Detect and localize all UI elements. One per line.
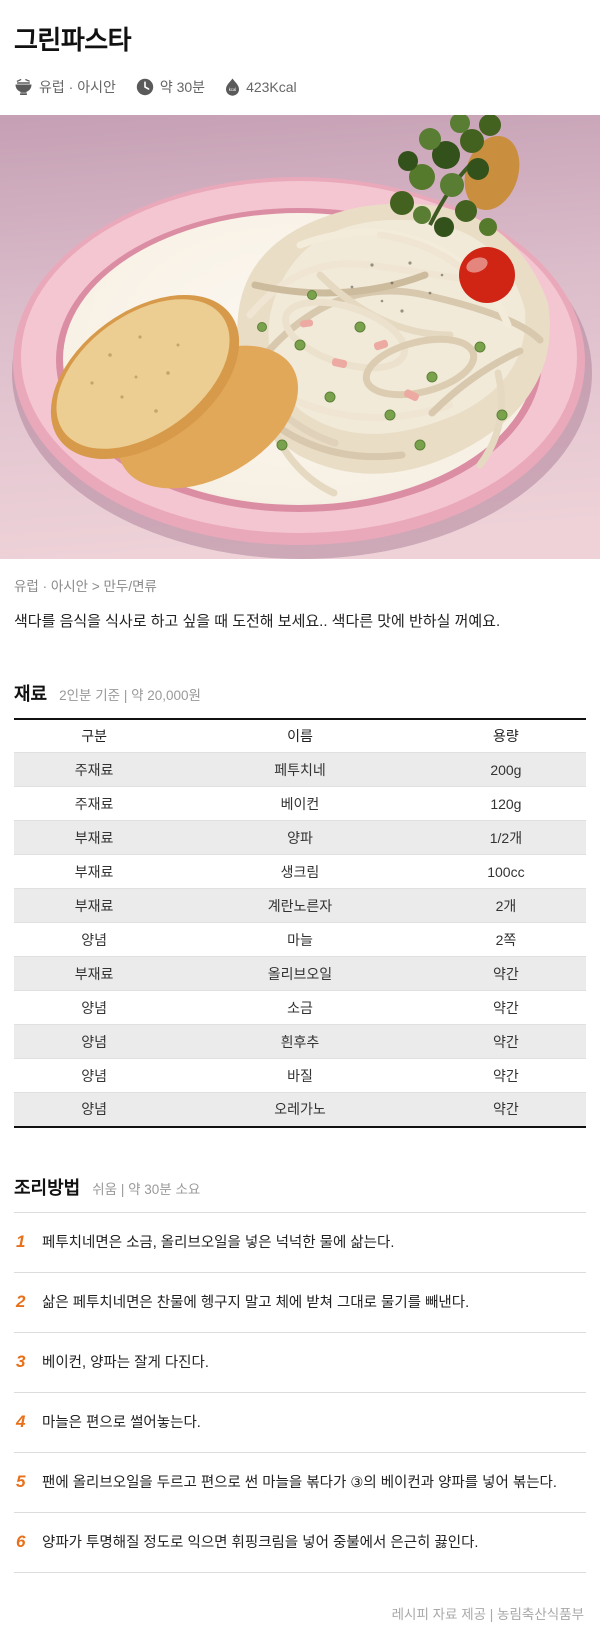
- method-step: 2 삶은 페투치네면은 찬물에 헹구지 말고 체에 받쳐 그대로 물기를 빼낸다…: [14, 1273, 586, 1333]
- step-number: 1: [16, 1231, 26, 1251]
- recipe-photo: [0, 115, 600, 559]
- step-number: 3: [16, 1351, 26, 1371]
- cell-name: 바질: [287, 1067, 313, 1084]
- table-row: 부재료 생크림 100cc: [14, 854, 586, 889]
- cell-amount: 약간: [493, 965, 519, 982]
- meta-calories: kcal 423Kcal: [225, 78, 297, 96]
- method-step: 1 페투치네면은 소금, 올리브오일을 넣은 넉넉한 물에 삶는다.: [14, 1213, 586, 1273]
- step-text: 페투치네면은 소금, 올리브오일을 넣은 넉넉한 물에 삶는다.: [42, 1234, 395, 1251]
- recipe-meta: 유럽 · 아시안 약 30분 kcal 423Kc: [14, 77, 586, 97]
- table-row: 부재료 계란노른자 2개: [14, 888, 586, 923]
- cell-type: 부재료: [74, 863, 114, 880]
- method-header: 조리방법 쉬움 | 약 30분 소요: [0, 1174, 600, 1200]
- step-number: 5: [16, 1471, 26, 1491]
- step-text: 팬에 올리브오일을 두르고 편으로 썬 마늘을 볶다가 ③의 베이컨과 양파를 …: [42, 1474, 557, 1491]
- cell-type: 양념: [81, 1067, 107, 1084]
- cell-name: 생크림: [280, 863, 320, 880]
- cell-type: 양념: [81, 999, 107, 1016]
- ingredients-table: 구분 이름 용량 주재료 페투치네 200g 주재료 베이컨 120g 부재료 양파 1/2…: [14, 717, 586, 1128]
- table-row: 부재료 양파 1/2개: [14, 820, 586, 855]
- cell-amount: 약간: [493, 999, 519, 1016]
- recipe-summary: 유럽 · 아시안 > 만두/면류 색다를 음식을 식사로 하고 싶을 때 도전해…: [0, 559, 600, 634]
- svg-text:kcal: kcal: [229, 87, 237, 92]
- meta-category: 유럽 · 아시안: [14, 77, 116, 97]
- cell-amount: 200g: [490, 761, 522, 778]
- cell-type: 양념: [81, 1101, 107, 1118]
- method-title: 조리방법: [14, 1177, 81, 1198]
- cell-name: 흰후추: [280, 1033, 320, 1050]
- meta-category-label: 유럽 · 아시안: [39, 79, 116, 95]
- cell-type: 양념: [81, 1033, 107, 1050]
- ingredients-subtitle: 2인분 기준 | 약 20,000원: [59, 687, 201, 703]
- method-step: 5 팬에 올리브오일을 두르고 편으로 썬 마늘을 볶다가 ③의 베이컨과 양파…: [14, 1453, 586, 1513]
- cell-amount: 2쪽: [495, 931, 517, 948]
- step-number: 2: [16, 1291, 26, 1311]
- cell-name: 마늘: [287, 931, 313, 948]
- col-header-type: 구분: [14, 718, 175, 753]
- cell-amount: 100cc: [487, 863, 525, 880]
- cell-amount: 약간: [493, 1033, 519, 1050]
- method-subtitle: 쉬움 | 약 30분 소요: [92, 1181, 201, 1197]
- table-row: 주재료 페투치네 200g: [14, 752, 586, 787]
- table-row: 양념 오레가노 약간: [14, 1092, 586, 1127]
- cell-type: 주재료: [74, 795, 114, 812]
- step-text: 베이컨, 양파는 잘게 다진다.: [42, 1354, 209, 1371]
- meta-time: 약 30분: [136, 77, 205, 97]
- meta-time-label: 약 30분: [159, 79, 206, 95]
- cell-name: 양파: [287, 829, 313, 846]
- step-text: 마늘은 편으로 썰어놓는다.: [42, 1414, 201, 1431]
- table-row: 양념 바질 약간: [14, 1058, 586, 1093]
- cell-amount: 약간: [493, 1101, 519, 1118]
- cell-type: 부재료: [74, 965, 114, 982]
- cell-name: 오레가노: [274, 1101, 326, 1118]
- table-row: 부재료 올리브오일 약간: [14, 956, 586, 991]
- cell-amount: 120g: [490, 795, 522, 812]
- recipe-header: 그린파스타 유럽 · 아시안: [0, 0, 600, 115]
- calorie-flame-icon: kcal: [225, 78, 240, 96]
- meta-calories-label: 423Kcal: [246, 79, 297, 95]
- step-text: 삶은 페투치네면은 찬물에 헹구지 말고 체에 받쳐 그대로 물기를 빼낸다.: [42, 1294, 470, 1311]
- method-step: 6 양파가 투명해질 정도로 익으면 휘핑크림을 넣어 중불에서 은근히 끓인다…: [14, 1513, 586, 1573]
- breadcrumb: 유럽 · 아시안 > 만두/면류: [14, 579, 157, 594]
- page-title: 그린파스타: [14, 25, 132, 55]
- cell-type: 주재료: [74, 761, 114, 778]
- cell-name: 올리브오일: [267, 965, 333, 982]
- ingredients-header: 재료 2인분 기준 | 약 20,000원: [0, 680, 600, 706]
- table-row: 양념 소금 약간: [14, 990, 586, 1025]
- step-text: 양파가 투명해질 정도로 익으면 휘핑크림을 넣어 중불에서 은근히 끓인다.: [42, 1534, 479, 1551]
- table-header-row: 구분 이름 용량: [14, 718, 586, 753]
- noodle-bowl-icon: [14, 78, 33, 96]
- method-section: 조리방법 쉬움 | 약 30분 소요 1 페투치네면은 소금, 올리브오일을 넣…: [0, 1174, 600, 1573]
- table-row: 양념 흰후추 약간: [14, 1024, 586, 1059]
- ingredients-section: 재료 2인분 기준 | 약 20,000원 구분 이름 용량 주재료 페투치네 20…: [0, 680, 600, 1128]
- col-header-amount: 용량: [425, 718, 586, 753]
- cell-type: 양념: [81, 931, 107, 948]
- step-number: 6: [16, 1531, 26, 1551]
- method-step: 3 베이컨, 양파는 잘게 다진다.: [14, 1333, 586, 1393]
- cell-name: 소금: [287, 999, 313, 1016]
- table-row: 양념 마늘 2쪽: [14, 922, 586, 957]
- cell-type: 부재료: [74, 897, 114, 914]
- step-number: 4: [16, 1411, 26, 1431]
- col-header-name: 이름: [174, 718, 426, 753]
- ingredients-title: 재료: [14, 683, 48, 704]
- method-steps: 1 페투치네면은 소금, 올리브오일을 넣은 넉넉한 물에 삶는다. 2 삶은 …: [14, 1211, 586, 1573]
- clock-icon: [136, 78, 154, 96]
- cell-name: 계란노른자: [267, 897, 333, 914]
- cell-amount: 약간: [493, 1067, 519, 1084]
- cell-type: 부재료: [74, 829, 114, 846]
- cell-name: 페투치네: [274, 761, 326, 778]
- method-step: 4 마늘은 편으로 썰어놓는다.: [14, 1393, 586, 1453]
- cell-amount: 2개: [495, 897, 517, 914]
- cell-amount: 1/2개: [489, 829, 523, 846]
- footer-credit: 레시피 자료 제공 | 농림축산식품부: [391, 1606, 584, 1622]
- recipe-description: 색다를 음식을 식사로 하고 싶을 때 도전해 보세요.. 색다른 맛에 반하실…: [14, 613, 501, 630]
- table-row: 주재료 베이컨 120g: [14, 786, 586, 821]
- cell-name: 베이컨: [280, 795, 320, 812]
